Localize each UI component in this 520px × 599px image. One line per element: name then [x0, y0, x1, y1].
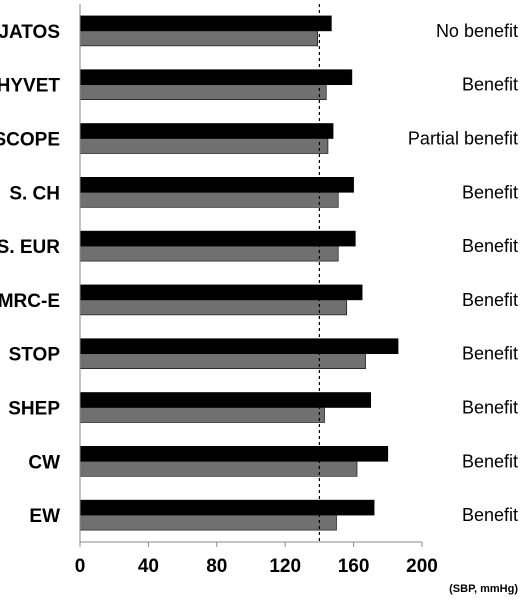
category-label: CW — [28, 452, 60, 473]
category-label: STOP — [9, 345, 61, 366]
outcome-label: Benefit — [462, 182, 518, 202]
category-label: HYVET — [0, 76, 60, 97]
x-tick-label: 200 — [406, 556, 438, 577]
outcome-label: Benefit — [462, 290, 518, 310]
bar-s-ch-series-1 — [79, 177, 354, 193]
category-label: MRC-E — [0, 291, 60, 312]
bar-s-ch-series-2 — [79, 192, 339, 208]
x-tick-labels: 0 40 80 120 160 200 — [75, 542, 438, 577]
x-tick-label: 40 — [138, 556, 159, 577]
x-tick-label: 120 — [269, 556, 301, 577]
x-axis — [79, 4, 422, 543]
outcome-labels: No benefit Benefit Partial benefit Benefit B… — [408, 21, 518, 525]
bar-hyvet-series-1 — [79, 69, 353, 85]
bar-cw-series-2 — [79, 460, 358, 477]
outcome-label: Benefit — [462, 236, 518, 256]
outcome-label: No benefit — [436, 21, 518, 41]
bar-ew-series-1 — [79, 499, 375, 516]
bar-stop-series-1 — [79, 338, 399, 355]
category-labels: JATOS HYVET SCOPE S. CH S. EUR MRC-E STOP SHEP C… — [0, 22, 60, 527]
bar-hyvet-series-2 — [79, 84, 327, 100]
category-label: S. EUR — [0, 237, 60, 258]
bar-scope-series-1 — [79, 123, 334, 139]
bar-stop-series-2 — [79, 353, 366, 370]
x-tick-label: 80 — [206, 556, 227, 577]
x-tick-label: 0 — [75, 556, 86, 577]
outcome-label: Benefit — [462, 75, 518, 95]
outcome-label: Benefit — [462, 451, 518, 471]
bars-layer — [79, 15, 399, 531]
category-label: EW — [29, 506, 60, 527]
outcome-label: Benefit — [462, 344, 518, 364]
bar-shep-series-2 — [79, 407, 325, 423]
x-axis-unit-label: (SBP, mmHg) — [449, 583, 518, 595]
bar-mrc-e-series-2 — [79, 299, 348, 316]
outcome-label: Partial benefit — [408, 129, 518, 149]
category-label: S. CH — [9, 183, 60, 204]
bar-ew-series-2 — [79, 514, 337, 531]
bar-scope-series-2 — [79, 138, 329, 154]
bar-s-eur-series-1 — [79, 230, 356, 247]
bar-cw-series-1 — [79, 445, 389, 462]
bar-shep-series-1 — [79, 392, 372, 408]
bar-jatos-series-2 — [79, 30, 318, 47]
category-label: SHEP — [8, 399, 60, 420]
bar-jatos-series-1 — [79, 15, 332, 32]
x-tick-label: 160 — [338, 556, 370, 577]
category-label: SCOPE — [0, 130, 60, 151]
bar-s-eur-series-2 — [79, 245, 339, 262]
category-label: JATOS — [0, 22, 60, 43]
outcome-label: Benefit — [462, 505, 518, 525]
outcome-label: Benefit — [462, 398, 518, 418]
